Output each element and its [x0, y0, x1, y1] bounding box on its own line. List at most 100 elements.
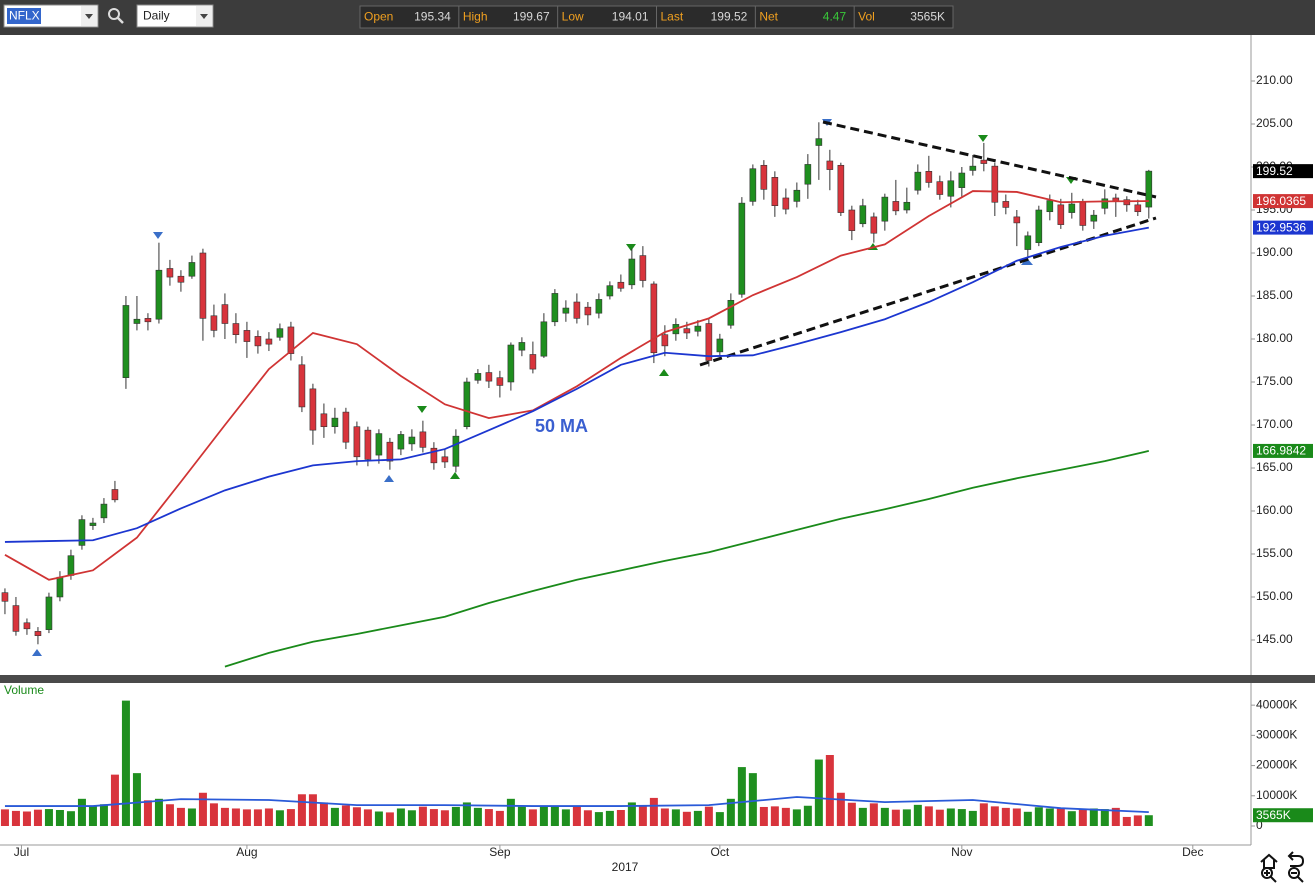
candle-body — [100, 503, 108, 519]
last-price-label-box — [1253, 164, 1313, 179]
candle-body — [331, 417, 339, 428]
y-tick-label: 155.00 — [1256, 546, 1293, 560]
volume-bar — [803, 805, 812, 826]
volume-bar — [319, 802, 328, 826]
x-tick-label: Oct — [711, 845, 730, 859]
candle-body — [78, 519, 86, 546]
volume-bar — [781, 807, 790, 826]
home-button[interactable] — [1260, 853, 1278, 869]
zoom-in-icon — [1261, 867, 1273, 879]
candle-body — [89, 522, 97, 526]
search-icon-handle — [117, 17, 124, 24]
last-volume-label-box — [1253, 808, 1313, 823]
volume-bar — [561, 809, 570, 826]
volume-bar — [297, 794, 306, 826]
volume-bar — [649, 797, 658, 826]
volume-bar — [22, 811, 31, 826]
undo-button[interactable] — [1287, 851, 1305, 867]
toolbar: NFLX Daily Open 195.34 High 199.67 Low 194.01… — [0, 0, 1315, 35]
y-tick-label: 160.00 — [1256, 503, 1293, 517]
volume-bar — [363, 809, 372, 826]
y-tick-label: 180.00 — [1256, 331, 1293, 345]
volume-bar — [990, 806, 999, 826]
candle-body — [507, 344, 515, 383]
volume-bar — [627, 802, 636, 826]
volume-bar — [605, 810, 614, 826]
zoom-out-button[interactable] — [1288, 867, 1304, 883]
candle-body — [705, 323, 713, 361]
volume-bar — [638, 806, 647, 826]
candle-body — [452, 435, 460, 467]
volume-bar — [385, 812, 394, 826]
symbol-selection — [7, 8, 41, 24]
volume-bar — [704, 806, 713, 826]
candle-body — [199, 252, 207, 319]
pivot-marker — [978, 135, 988, 142]
candle-body — [694, 325, 702, 332]
volume-bar — [209, 803, 218, 826]
volume-bar — [550, 806, 559, 826]
candle-body — [111, 489, 119, 501]
candle-body — [837, 164, 845, 213]
candle-body — [859, 205, 867, 225]
candle-body — [749, 168, 757, 202]
volume-bar — [946, 808, 955, 826]
volume-bar — [473, 807, 482, 826]
volume-bar — [935, 809, 944, 826]
pivot-marker — [384, 475, 394, 482]
volume-bar — [495, 810, 504, 826]
candle-body — [804, 164, 812, 185]
candle-body — [1013, 216, 1021, 224]
volume-bar — [572, 806, 581, 826]
volume-bar — [1111, 807, 1120, 826]
candle-body — [23, 622, 31, 630]
volume-bar — [1012, 808, 1021, 826]
search-button[interactable] — [108, 8, 124, 24]
candle-body — [430, 447, 438, 464]
candle-body — [1101, 198, 1109, 209]
pivot-marker — [417, 406, 427, 413]
quote-value: 3565K — [910, 10, 945, 24]
volume-bar — [1122, 816, 1131, 826]
candle-body — [320, 413, 328, 428]
volume-bar — [902, 809, 911, 826]
candle-body — [1068, 203, 1076, 213]
candle-body — [793, 189, 801, 202]
candle-body — [1134, 204, 1142, 213]
x-tick-label: Dec — [1182, 845, 1203, 859]
candle-body — [903, 201, 911, 211]
y-tick-label: 205.00 — [1256, 116, 1293, 130]
zoom-in-button[interactable] — [1261, 867, 1277, 883]
candle-body — [782, 197, 790, 210]
pivot-marker — [626, 244, 636, 251]
candle-body — [419, 431, 427, 448]
candle-body — [683, 328, 691, 334]
pivot-marker — [659, 369, 669, 376]
pivot-marker — [32, 649, 42, 656]
last-price-label: 199.52 — [1256, 164, 1293, 178]
candle-body — [1145, 170, 1153, 208]
candle-body — [727, 299, 735, 326]
navigation-buttons — [1260, 851, 1305, 883]
candle-body — [232, 323, 240, 335]
candle-body — [639, 255, 647, 281]
y-tick-label: 10000K — [1256, 788, 1297, 802]
annotation: 50 MA — [535, 416, 588, 436]
volume-bar — [759, 806, 768, 826]
volume-bar — [198, 792, 207, 826]
ma-value-label-box — [1253, 443, 1313, 458]
volume-bar — [66, 811, 75, 826]
candle-body — [980, 159, 988, 164]
interval-select[interactable] — [136, 4, 214, 28]
candle-body — [969, 165, 977, 171]
candle-body — [254, 336, 262, 347]
volume-bar — [462, 802, 471, 826]
candle-body — [1057, 204, 1065, 225]
pivot-marker — [153, 232, 163, 239]
candle-body — [1002, 201, 1010, 208]
volume-bar — [836, 792, 845, 826]
x-tick-label: Nov — [951, 845, 972, 859]
volume-bar — [132, 773, 141, 826]
candle-body — [243, 330, 251, 342]
ma-value-label-box — [1253, 194, 1313, 209]
